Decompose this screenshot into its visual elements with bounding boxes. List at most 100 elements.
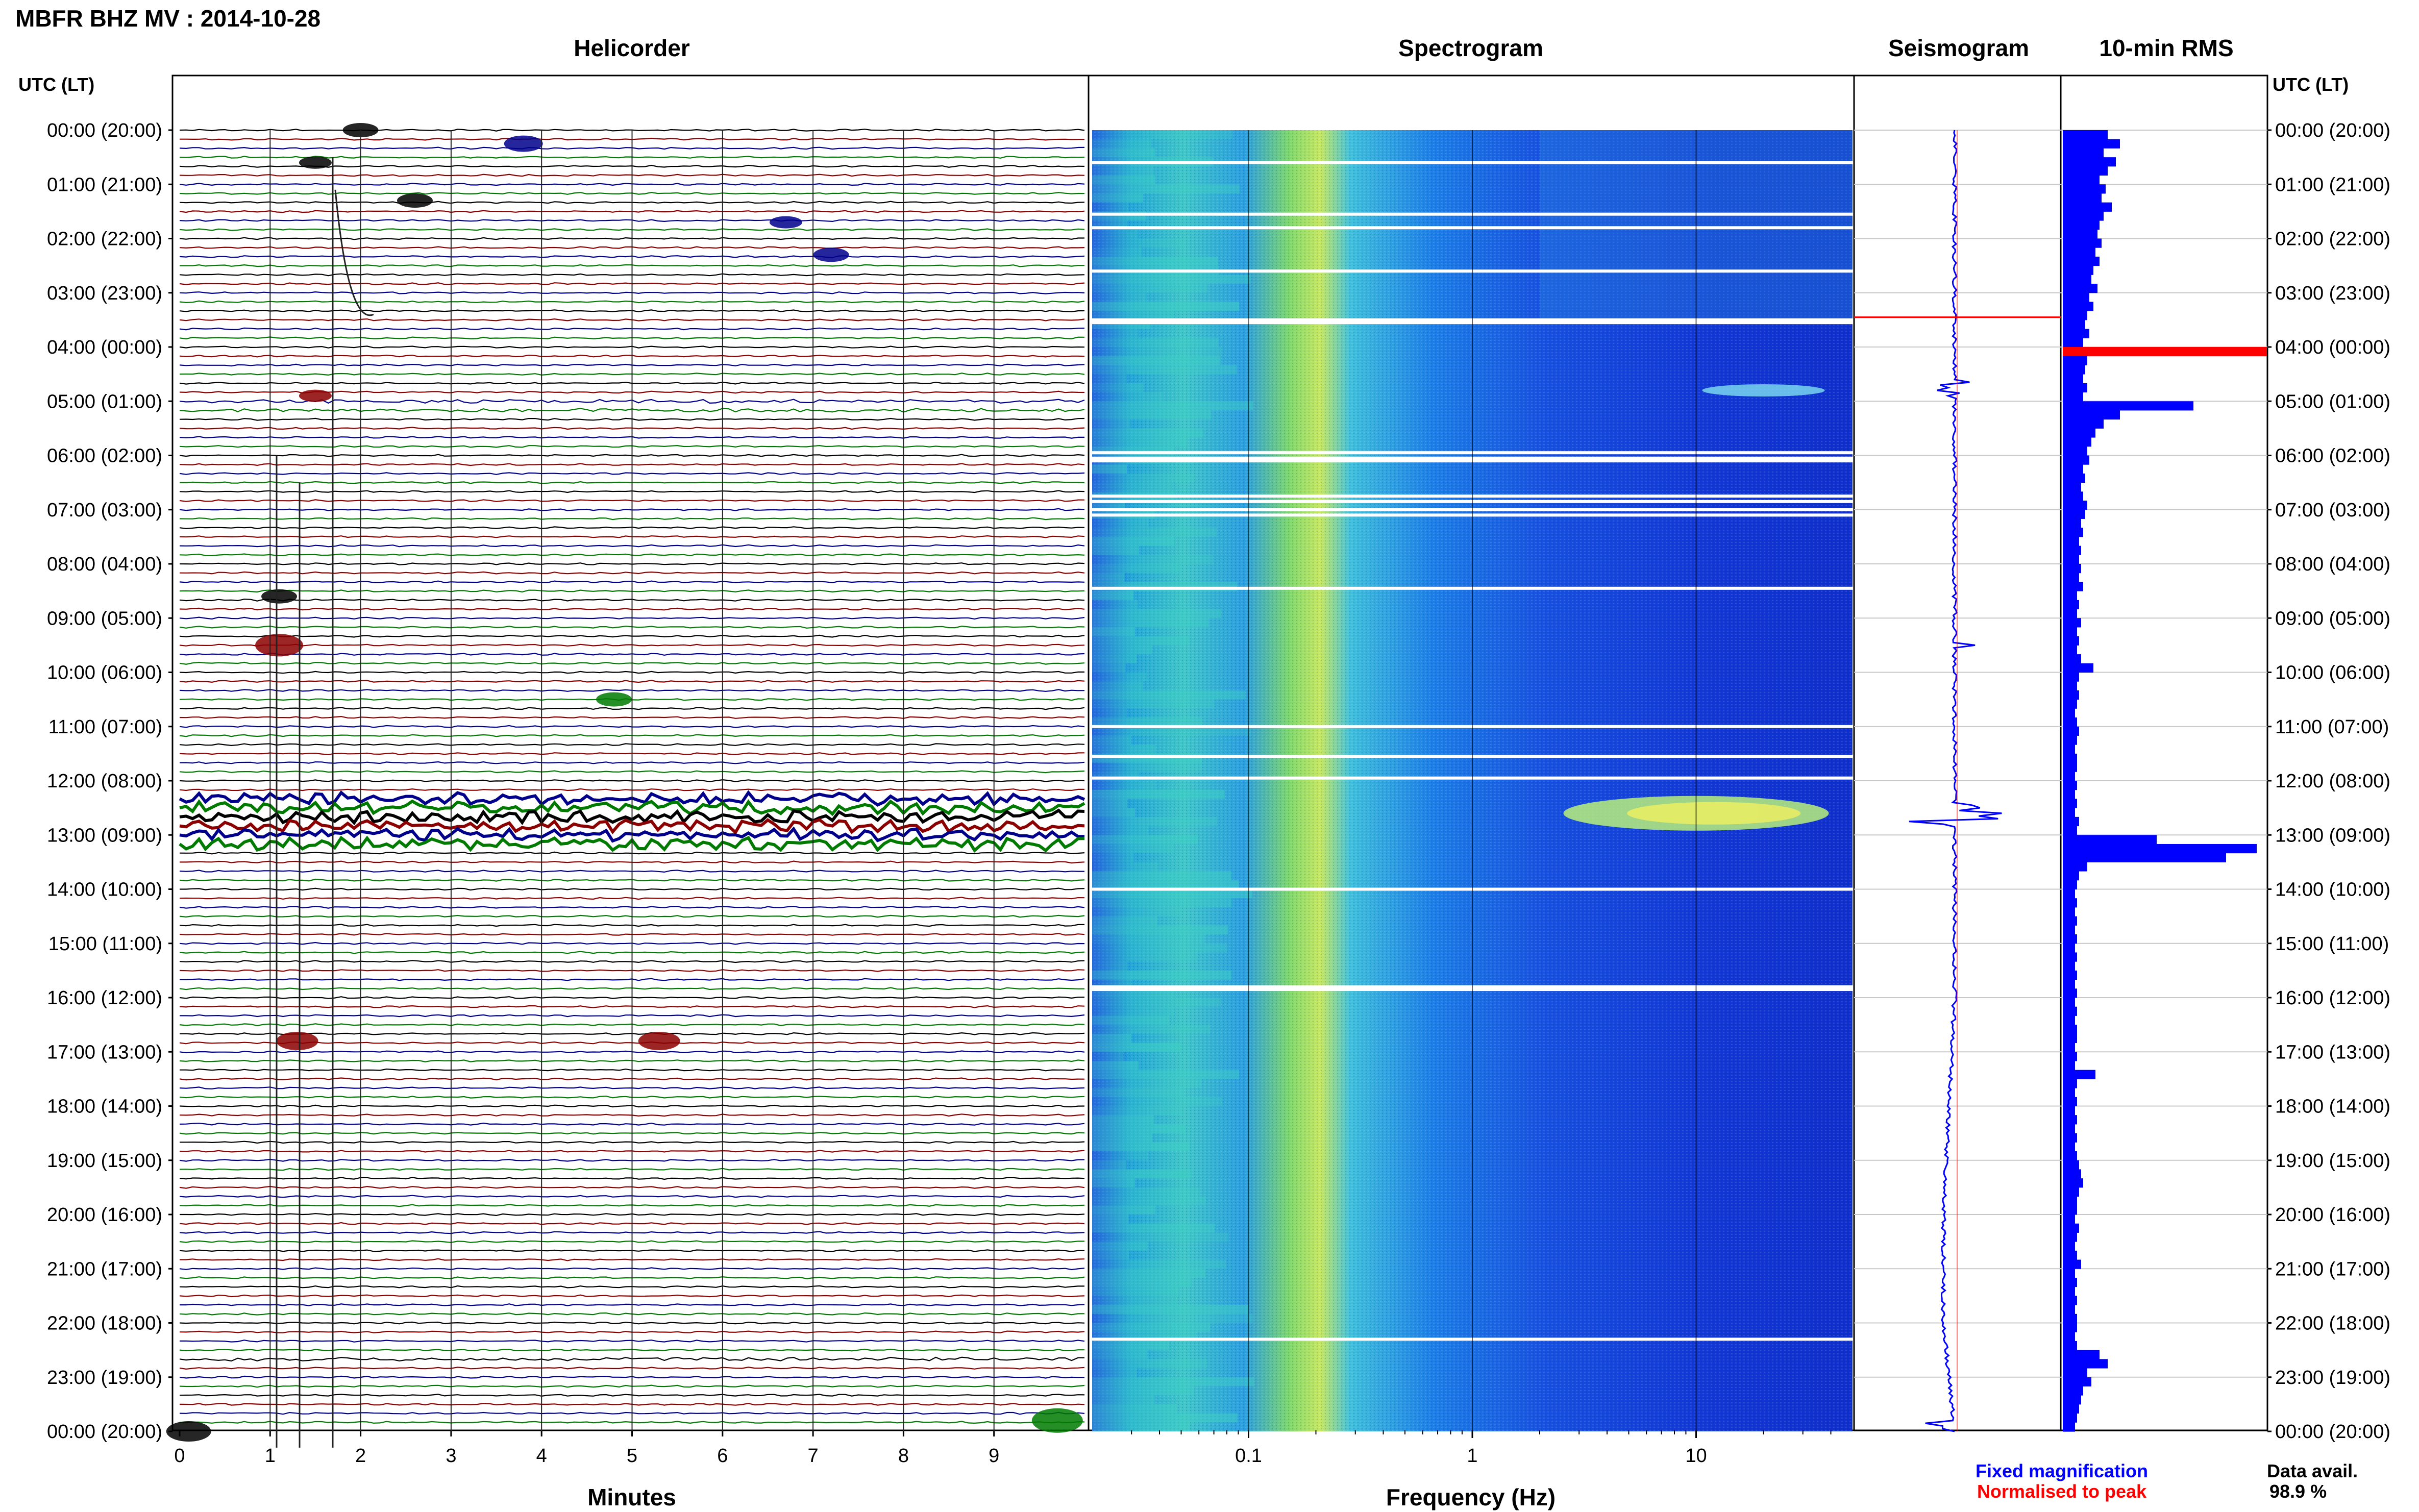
spectrogram-row-band	[1092, 1142, 1190, 1152]
spectrogram-row-band	[1092, 175, 1155, 185]
spectrogram-row-band	[1092, 871, 1231, 880]
rms-bar	[2063, 636, 2079, 646]
spectrogram-event-core	[1627, 802, 1801, 825]
spectrogram-row-band	[1092, 970, 1231, 980]
rms-bar	[2063, 482, 2081, 492]
spectrogram-row-band	[1092, 229, 1139, 239]
minutes-tick-label: 7	[808, 1445, 819, 1467]
rms-bar	[2063, 889, 2075, 899]
spectrogram-row-band	[1092, 365, 1237, 375]
rms-bar	[2063, 934, 2077, 944]
rms-bar	[2063, 536, 2079, 547]
spectrogram-row-band	[1092, 238, 1187, 248]
rms-bar	[2063, 1187, 2079, 1197]
rms-bar	[2063, 609, 2077, 618]
time-label-right: 02:00 (22:00)	[2275, 229, 2390, 250]
rms-bar	[2063, 211, 2104, 221]
spectrogram-event	[1702, 384, 1825, 396]
spectrogram-row-band	[1092, 699, 1215, 709]
hour-gridlines	[168, 129, 2272, 1432]
utc-label-left: UTC (LT)	[18, 74, 94, 95]
rms-bar	[2063, 148, 2104, 158]
rms-bar	[2063, 808, 2075, 817]
rms-bar	[2063, 1377, 2091, 1386]
spectrogram-row-band	[1092, 663, 1126, 673]
spectrogram-row-band	[1092, 410, 1212, 419]
rms-bar	[2063, 663, 2093, 673]
rms-bar	[2063, 1350, 2100, 1359]
seismogram-line	[1909, 130, 2002, 1432]
rms-bar	[2063, 319, 2085, 330]
spectrogram-row-band	[1092, 555, 1214, 564]
time-label-left: 08:00 (04:00)	[47, 554, 162, 575]
rms-bar	[2063, 509, 2085, 519]
rms-bar	[2063, 1395, 2081, 1405]
spectrogram-row-band	[1092, 148, 1155, 158]
time-label-left: 00:00 (20:00)	[47, 1421, 162, 1443]
rms-bar	[2063, 546, 2081, 555]
spectrogram-row-band	[1092, 835, 1198, 844]
rms-bar	[2063, 600, 2079, 610]
rms-bar	[2063, 799, 2077, 808]
spectrogram-row-band	[1092, 591, 1134, 600]
spectrogram-row-band	[1092, 1015, 1170, 1025]
spectrogram-row-band	[1092, 726, 1251, 736]
spectrogram-row-band	[1092, 654, 1137, 663]
rms-bar	[2063, 275, 2091, 284]
time-label-right: 08:00 (04:00)	[2275, 554, 2390, 575]
rms-bar	[2063, 1386, 2083, 1396]
spectrogram-row-band	[1092, 1368, 1137, 1377]
rms-bar	[2063, 582, 2083, 591]
helicorder-event	[769, 216, 802, 229]
spectrogram-row-band	[1092, 1232, 1228, 1242]
spectrogram-row-band	[1092, 708, 1127, 718]
spectrogram-row-band	[1092, 880, 1239, 889]
time-axis-labels: 00:00 (20:00) 00:00 (20:00) 01:00 (21:00) 0…	[47, 120, 2390, 1443]
rms-bar	[2063, 157, 2116, 167]
rms-bar	[2063, 238, 2102, 248]
rms-bar	[2063, 410, 2120, 420]
rms-bar	[2063, 573, 2079, 582]
spectrogram-row-band	[1092, 1269, 1205, 1278]
spectrogram-row-band	[1092, 564, 1179, 573]
rms-bar	[2063, 1422, 2075, 1432]
spectrogram-row-band	[1092, 419, 1130, 429]
helicorder-event	[166, 1421, 211, 1442]
time-label-right: 09:00 (05:00)	[2275, 608, 2390, 629]
rms-bar	[2063, 428, 2095, 438]
spectrogram-row-band	[1092, 383, 1144, 392]
spectrogram-row-band	[1092, 1160, 1126, 1170]
spectrogram-row-band	[1092, 1097, 1223, 1106]
spectrogram-row-band	[1092, 862, 1158, 872]
time-label-left: 06:00 (02:00)	[47, 445, 162, 467]
time-label-left: 23:00 (19:00)	[47, 1367, 162, 1389]
spectrogram-row-band	[1092, 925, 1228, 935]
time-label-right: 07:00 (03:00)	[2275, 500, 2390, 521]
spectrogram-row-band	[1092, 247, 1142, 257]
rms-bar	[2063, 184, 2106, 194]
spectrogram-row-band	[1092, 1359, 1207, 1369]
rms-bar	[2063, 1232, 2077, 1242]
spectrogram-row-band	[1092, 1205, 1155, 1214]
spectrogram-row-band	[1092, 1133, 1152, 1143]
spectrogram-row-band	[1092, 1277, 1191, 1287]
rms-bar	[2063, 672, 2079, 682]
time-label-right: 00:00 (20:00)	[2275, 1421, 2390, 1443]
rms-bar	[2063, 311, 2087, 320]
rms-bar	[2063, 781, 2077, 790]
spectrogram-row-band	[1092, 284, 1208, 293]
rms-bar	[2063, 1151, 2077, 1161]
rms-bar	[2063, 1043, 2075, 1052]
time-label-right: 15:00 (11:00)	[2275, 933, 2389, 955]
time-label-left: 11:00 (07:00)	[48, 716, 162, 738]
time-label-right: 12:00 (08:00)	[2275, 771, 2390, 792]
rms-bar	[2063, 446, 2087, 456]
rms-bar	[2063, 1033, 2077, 1044]
rms-bar	[2063, 708, 2075, 718]
rms-bar	[2063, 618, 2081, 628]
rms-bar	[2063, 292, 2089, 302]
time-label-right: 03:00 (23:00)	[2275, 283, 2390, 304]
spectrogram-row-band	[1092, 338, 1219, 347]
spectrogram-row-band	[1092, 1187, 1200, 1197]
rms-bar	[2063, 943, 2075, 953]
